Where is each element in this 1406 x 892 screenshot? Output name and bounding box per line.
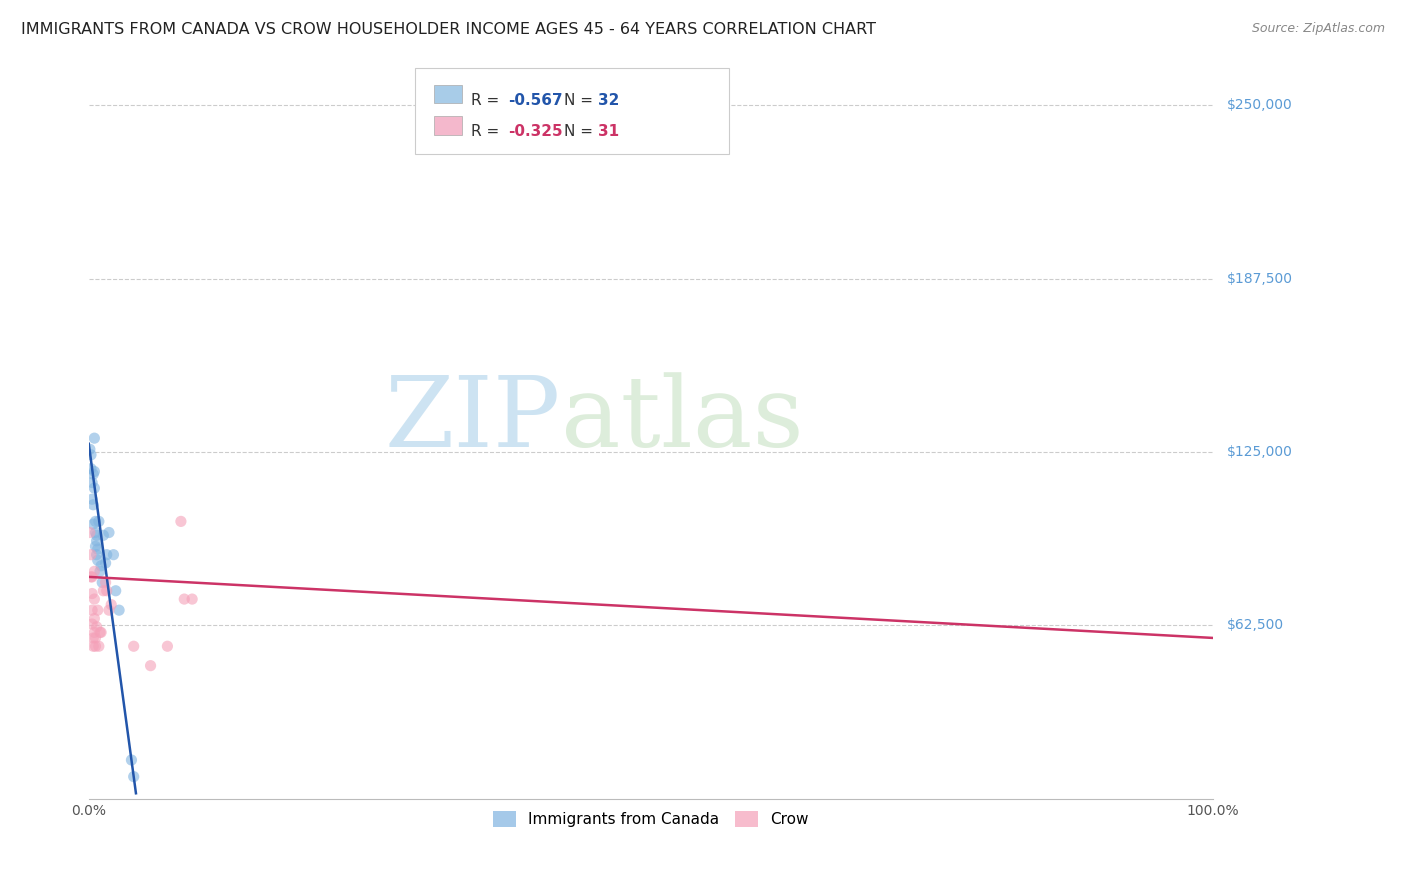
Text: atlas: atlas bbox=[561, 372, 804, 468]
Point bbox=[94, 556, 117, 570]
Point bbox=[80, 570, 103, 584]
Point bbox=[82, 617, 104, 632]
Text: IMMIGRANTS FROM CANADA VS CROW HOUSEHOLDER INCOME AGES 45 - 64 YEARS CORRELATION: IMMIGRANTS FROM CANADA VS CROW HOUSEHOLD… bbox=[21, 22, 876, 37]
Point bbox=[170, 515, 193, 529]
Point bbox=[82, 492, 104, 507]
Point bbox=[98, 603, 121, 617]
Point bbox=[80, 448, 103, 462]
Text: -0.567: -0.567 bbox=[508, 93, 562, 108]
Point bbox=[82, 498, 104, 512]
Text: R =: R = bbox=[471, 125, 503, 139]
Point bbox=[139, 658, 162, 673]
Point bbox=[91, 575, 114, 590]
Point bbox=[87, 639, 110, 653]
Text: R =: R = bbox=[471, 93, 503, 108]
Point bbox=[84, 515, 107, 529]
Point bbox=[83, 611, 105, 625]
Point bbox=[87, 553, 110, 567]
Point bbox=[82, 517, 104, 532]
Point bbox=[89, 625, 111, 640]
Point bbox=[83, 625, 105, 640]
Point bbox=[156, 639, 179, 653]
Point bbox=[103, 548, 125, 562]
Point bbox=[83, 465, 105, 479]
Point bbox=[93, 528, 115, 542]
Point bbox=[83, 592, 105, 607]
Point bbox=[84, 525, 107, 540]
FancyBboxPatch shape bbox=[434, 85, 463, 103]
Point bbox=[94, 575, 117, 590]
Point bbox=[173, 592, 195, 607]
Text: $250,000: $250,000 bbox=[1226, 98, 1292, 112]
Point bbox=[84, 631, 107, 645]
Point bbox=[84, 639, 107, 653]
Point bbox=[100, 598, 122, 612]
Point bbox=[90, 558, 112, 573]
Point bbox=[86, 528, 108, 542]
Text: $125,000: $125,000 bbox=[1226, 445, 1292, 459]
Point bbox=[87, 603, 110, 617]
Text: $62,500: $62,500 bbox=[1226, 618, 1284, 632]
Point bbox=[89, 565, 111, 579]
Point bbox=[86, 620, 108, 634]
Point bbox=[80, 461, 103, 475]
Point bbox=[80, 548, 103, 562]
Point bbox=[87, 515, 110, 529]
Point bbox=[79, 442, 101, 457]
Point bbox=[83, 481, 105, 495]
Text: $187,500: $187,500 bbox=[1226, 272, 1292, 285]
Point bbox=[82, 467, 104, 482]
Point bbox=[181, 592, 204, 607]
Text: 32: 32 bbox=[598, 93, 619, 108]
Point bbox=[122, 639, 145, 653]
Point bbox=[83, 565, 105, 579]
Text: ZIP: ZIP bbox=[385, 372, 561, 468]
Point bbox=[96, 583, 118, 598]
Point bbox=[93, 583, 115, 598]
Point bbox=[82, 570, 104, 584]
Point bbox=[82, 475, 104, 490]
Text: Source: ZipAtlas.com: Source: ZipAtlas.com bbox=[1251, 22, 1385, 36]
Text: N =: N = bbox=[564, 125, 598, 139]
Point bbox=[82, 586, 104, 600]
Point bbox=[120, 753, 142, 767]
Point bbox=[79, 525, 101, 540]
Point bbox=[83, 431, 105, 445]
Point bbox=[86, 548, 108, 562]
Point bbox=[98, 525, 121, 540]
Point bbox=[104, 583, 127, 598]
Point bbox=[90, 625, 112, 640]
Point bbox=[82, 631, 104, 645]
Point bbox=[122, 770, 145, 784]
Point bbox=[82, 603, 104, 617]
Point bbox=[82, 639, 104, 653]
Text: N =: N = bbox=[564, 93, 598, 108]
Text: 31: 31 bbox=[598, 125, 619, 139]
Point bbox=[96, 548, 118, 562]
Point bbox=[84, 540, 107, 554]
FancyBboxPatch shape bbox=[415, 69, 730, 154]
FancyBboxPatch shape bbox=[434, 117, 463, 135]
Text: -0.325: -0.325 bbox=[508, 125, 562, 139]
Point bbox=[87, 542, 110, 557]
Legend: Immigrants from Canada, Crow: Immigrants from Canada, Crow bbox=[485, 804, 815, 835]
Point bbox=[86, 533, 108, 548]
Point bbox=[108, 603, 131, 617]
